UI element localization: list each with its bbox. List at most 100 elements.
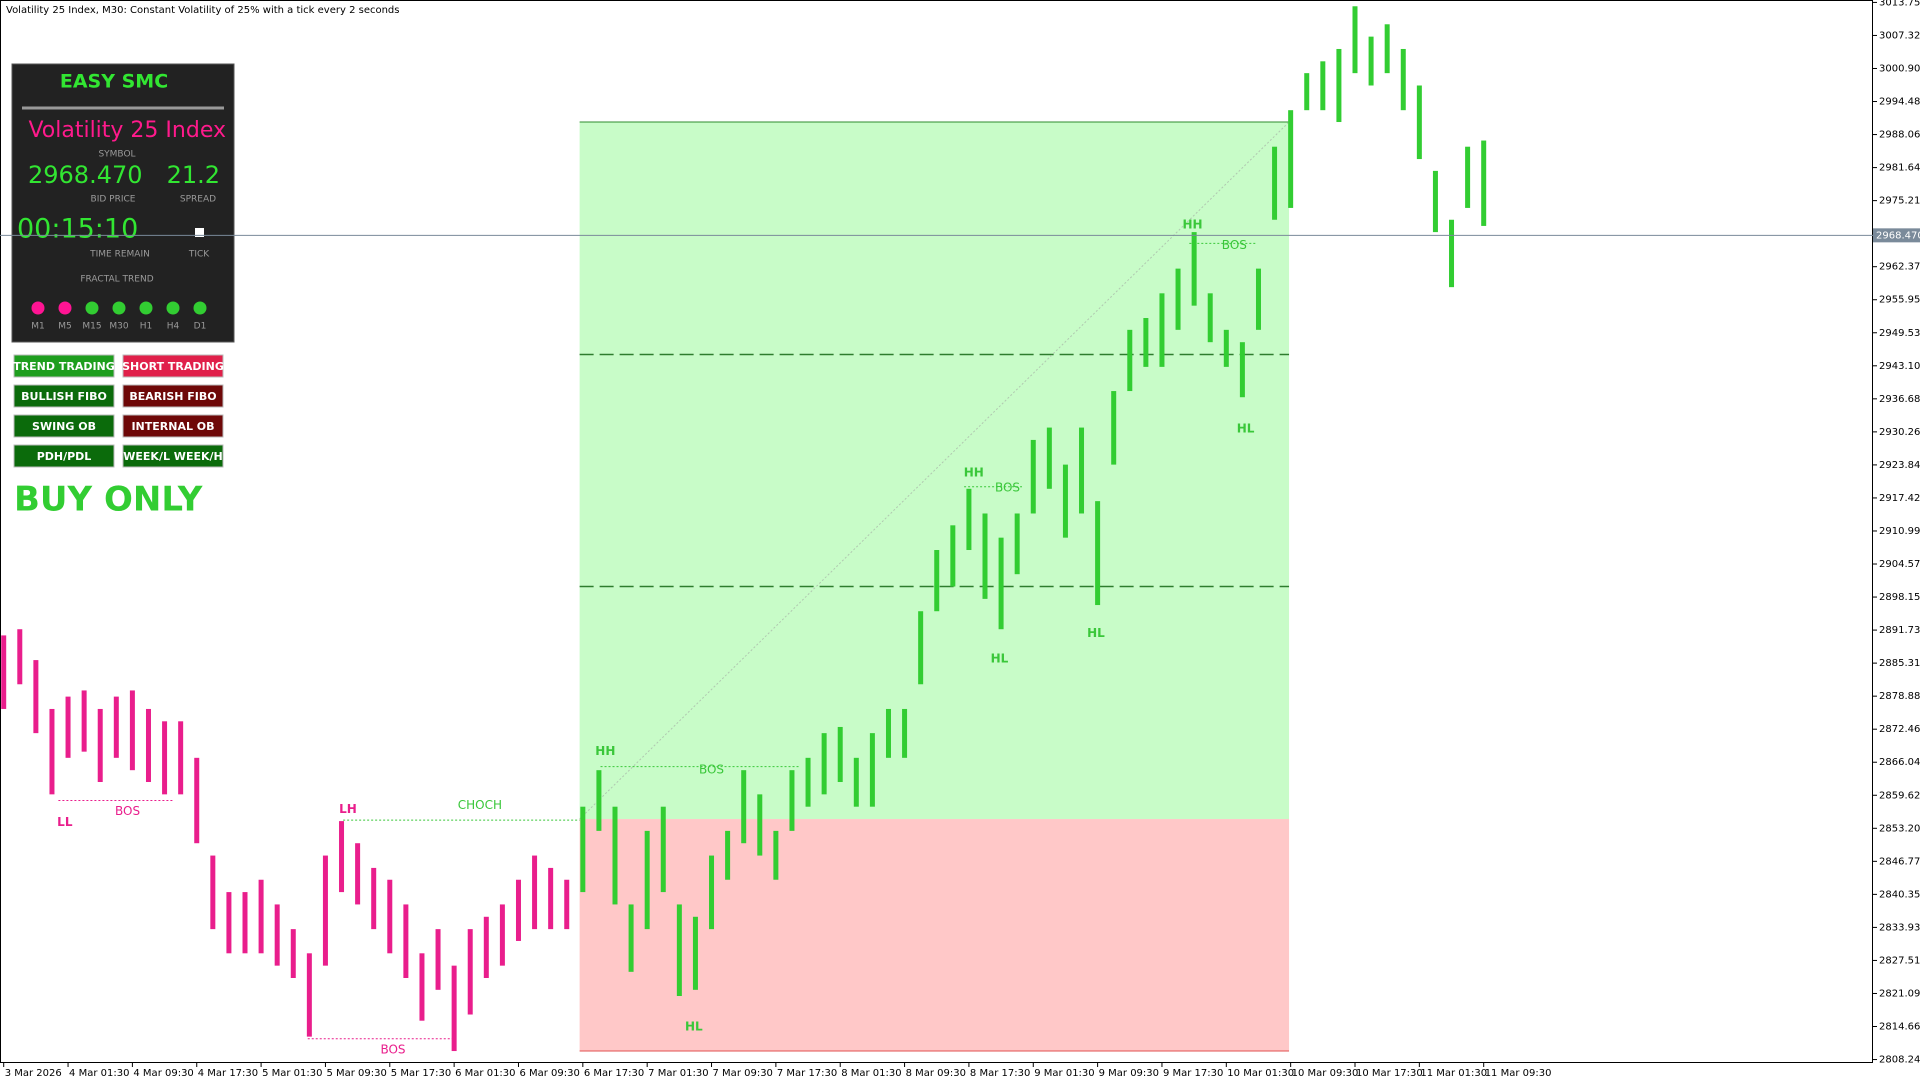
price-bar [821,733,827,795]
mode: BUY ONLY [14,480,203,520]
y-tick-label: 2859.623 [1879,790,1920,801]
spread-label: SPREAD [180,195,216,205]
x-tick-label: 7 Mar 17:30 [777,1068,837,1079]
price-bar [1127,329,1133,392]
button-bg [13,384,115,408]
button-bg [122,444,224,468]
price-bar [403,904,409,978]
price-bar [902,708,908,758]
price-bar [242,892,248,954]
x-tick-label: 9 Mar 09:30 [1099,1068,1159,1079]
structure-label: HH [964,465,984,479]
y-tick-label: 2949.531 [1879,328,1920,339]
bid-price: 2968.470 [28,161,143,189]
price-bar [1079,427,1085,514]
toggle-button[interactable]: BULLISH FIBO [13,384,115,408]
price-bar [355,843,361,905]
price-bar [1368,36,1374,86]
x-tick-label: 11 Mar 09:30 [1485,1068,1552,1079]
x-tick-label: 7 Mar 09:30 [713,1068,773,1079]
y-tick-label: 3000.907 [1879,63,1920,74]
price-bar [1062,464,1068,538]
price-bar [145,708,151,783]
structure-label: HL [685,1019,703,1033]
x-tick-label: 8 Mar 01:30 [841,1068,901,1079]
y-tick-label: 2962.375 [1879,262,1920,273]
price-bar [49,708,55,795]
x-tick-label: 9 Mar 17:30 [1163,1068,1223,1079]
price-bar [660,806,666,893]
structure-label: LL [57,815,73,829]
trend-timeframe: M1 [31,322,45,332]
price-bar [644,830,650,930]
y-tick-label: 2994.485 [1879,97,1920,108]
y-tick-label: 2898.155 [1879,592,1920,603]
structure-label: CHOCH [458,798,502,812]
x-tick-label: 8 Mar 17:30 [970,1068,1030,1079]
x-tick-label: 10 Mar 17:30 [1356,1068,1423,1079]
price-bar [1159,293,1165,367]
y-tick-label: 2955.953 [1879,295,1920,306]
price-bar [885,708,891,758]
button-label: TREND TRADING [13,360,115,373]
price-bar [1416,85,1422,160]
chart-header: Volatility 25 Index, M30: Constant Volat… [6,5,400,16]
y-tick-label: 2827.513 [1879,955,1920,966]
price-bar [467,929,473,1015]
button-bg [13,414,115,438]
price-bar [113,696,119,758]
y-tick-label: 2910.999 [1879,526,1920,537]
x-tick-label: 3 Mar 2026 [5,1068,62,1079]
price-bar [532,855,538,930]
y-tick-label: 2891.733 [1879,625,1920,636]
current-price-label: 2968.470 [1876,230,1920,241]
price-bar [451,965,457,1052]
toggle-button[interactable]: SHORT TRADING [122,354,224,378]
toggle-button[interactable]: TREND TRADING [13,354,115,378]
toggle-button[interactable]: WEEK/L WEEK/H [122,444,224,468]
price-bar [564,879,570,930]
y-tick-label: 2866.045 [1879,757,1920,768]
toggle-button[interactable]: PDH/PDL [13,444,115,468]
y-tick-label: 2904.577 [1879,559,1920,570]
price-bar [483,916,489,978]
button-bg [13,354,115,378]
toggle-button[interactable]: BEARISH FIBO [122,384,224,408]
x-tick-label: 5 Mar 01:30 [262,1068,322,1079]
price-bar [966,488,972,551]
x-tick-label: 4 Mar 17:30 [198,1068,258,1079]
x-tick-label: 4 Mar 01:30 [69,1068,129,1079]
plot: LL BOS LH CHOCH BOS HH BOS HL HH BOS HL HL HH BOS HL [1,6,1487,1057]
price-bar [1432,170,1438,233]
price-bar [869,733,875,807]
price-bar [1207,293,1213,343]
price-bar [1465,146,1471,208]
y-tick-label: 2943.109 [1879,361,1920,372]
toggle-button[interactable]: INTERNAL OB [122,414,224,438]
structure-label: HH [595,744,615,758]
price-bar [435,929,441,990]
price-bar [1288,110,1294,208]
x-tick-label: 4 Mar 09:30 [133,1068,193,1079]
price-bar [210,855,216,930]
price-bar [709,855,715,930]
x-tick-label: 9 Mar 01:30 [1034,1068,1094,1079]
price-bar [725,830,731,880]
panel-bg [11,63,235,343]
x-tick-label: 6 Mar 01:30 [455,1068,515,1079]
price-bar [805,757,811,807]
price-bar [1111,391,1117,465]
button-label: WEEK/L WEEK/H [123,450,222,463]
price-bar [129,690,135,771]
trend-label: FRACTAL TREND [80,275,153,285]
price-bar [1191,232,1197,306]
price-bar [1336,48,1342,123]
price-bar [741,770,747,844]
toggle-button[interactable]: SWING OB [13,414,115,438]
structure-label: BOS [1222,238,1247,252]
y-tick-label: 2923.843 [1879,460,1920,471]
trend-timeframe: M15 [82,322,101,332]
button-label: SWING OB [32,420,96,433]
